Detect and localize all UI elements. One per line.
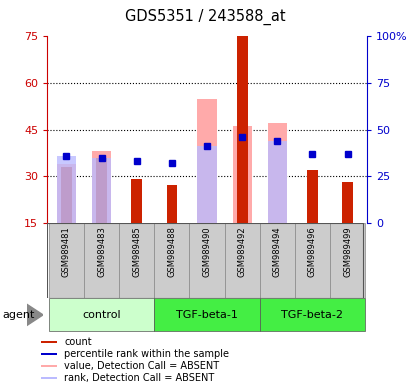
Text: GSM989494: GSM989494	[272, 227, 281, 277]
Bar	[166, 185, 177, 223]
Text: GSM989492: GSM989492	[237, 227, 246, 277]
Bar	[41, 353, 57, 355]
Bar	[92, 157, 111, 223]
Bar	[342, 182, 352, 223]
Text: GSM989499: GSM989499	[342, 227, 351, 277]
Bar	[119, 223, 154, 298]
Bar	[197, 146, 216, 223]
Bar	[224, 223, 259, 298]
Text: GSM989488: GSM989488	[167, 227, 176, 277]
Text: control: control	[82, 310, 121, 320]
Text: GSM989485: GSM989485	[132, 227, 141, 277]
Bar	[96, 157, 107, 223]
Bar	[232, 126, 251, 223]
Text: TGF-beta-1: TGF-beta-1	[176, 310, 237, 320]
Text: GSM989483: GSM989483	[97, 227, 106, 277]
Bar	[41, 341, 57, 343]
Bar	[259, 223, 294, 298]
Text: value, Detection Call = ABSENT: value, Detection Call = ABSENT	[64, 361, 219, 371]
Bar	[57, 156, 76, 223]
Bar	[154, 223, 189, 298]
Text: GSM989481: GSM989481	[62, 227, 71, 277]
Text: TGF-beta-2: TGF-beta-2	[281, 310, 343, 320]
Text: agent: agent	[2, 310, 34, 320]
Bar	[306, 170, 317, 223]
Bar	[197, 99, 216, 223]
Bar	[189, 223, 224, 298]
Bar	[131, 179, 142, 223]
Bar	[236, 36, 247, 223]
Bar	[267, 123, 286, 223]
Bar	[267, 141, 286, 223]
Bar	[92, 151, 111, 223]
Bar	[49, 298, 154, 331]
Text: count: count	[64, 337, 92, 347]
Bar	[41, 365, 57, 367]
Bar	[41, 377, 57, 379]
Text: GSM989496: GSM989496	[307, 227, 316, 277]
Bar	[57, 164, 76, 223]
Bar	[259, 298, 364, 331]
Polygon shape	[27, 304, 43, 326]
Text: GSM989490: GSM989490	[202, 227, 211, 277]
Text: rank, Detection Call = ABSENT: rank, Detection Call = ABSENT	[64, 373, 214, 383]
Bar	[154, 298, 259, 331]
Bar	[84, 223, 119, 298]
Bar	[329, 223, 364, 298]
Bar	[61, 167, 72, 223]
Text: GDS5351 / 243588_at: GDS5351 / 243588_at	[124, 9, 285, 25]
Bar	[49, 223, 84, 298]
Text: percentile rank within the sample: percentile rank within the sample	[64, 349, 229, 359]
Bar	[294, 223, 329, 298]
